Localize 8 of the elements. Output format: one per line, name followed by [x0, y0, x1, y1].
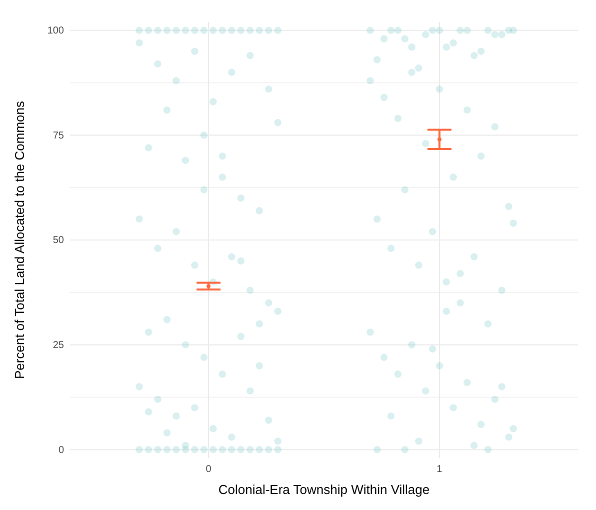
y-tick-label: 100	[47, 26, 64, 37]
y-axis-title: Percent of Total Land Allocated to the Commons	[12, 100, 27, 379]
x-axis-title: Colonial-Era Township Within Village	[218, 482, 430, 497]
y-tick-label: 25	[52, 340, 64, 352]
x-tick-label: 1	[436, 464, 443, 475]
y-tick-label: 75	[52, 130, 64, 142]
y-tick-label: 50	[52, 235, 64, 246]
y-tick-label: 0	[58, 444, 64, 456]
